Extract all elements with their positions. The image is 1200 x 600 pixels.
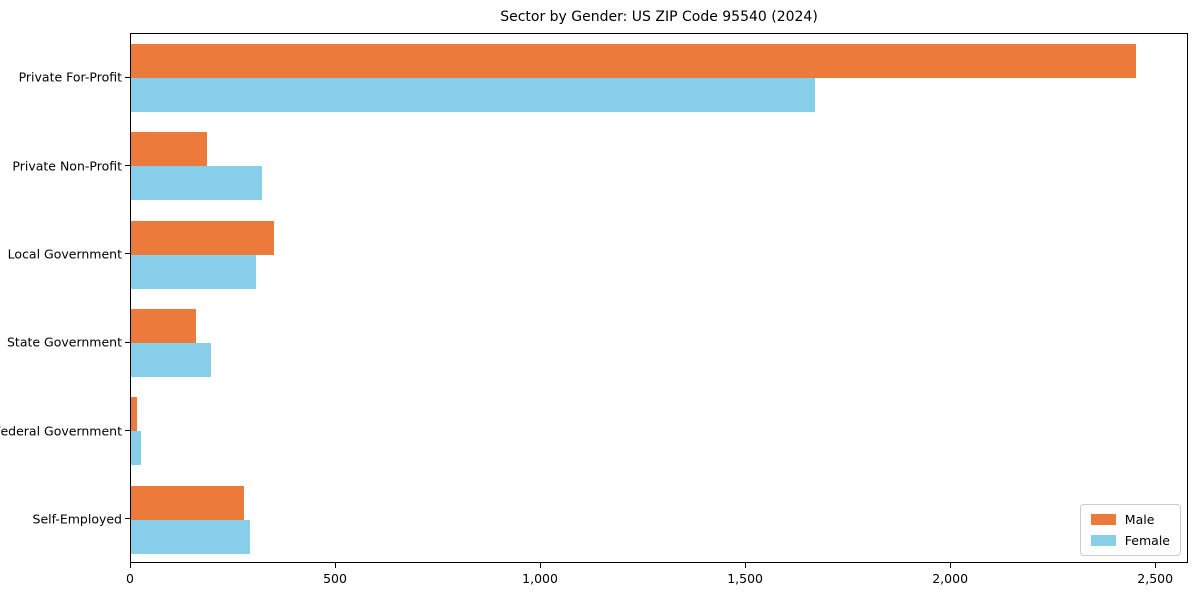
- x-tick-mark: [335, 563, 337, 568]
- y-tick-mark: [125, 341, 130, 343]
- x-tick-mark: [540, 563, 542, 568]
- bar-female-private-for-profit: [131, 78, 815, 113]
- y-tick-label-federal-government: Federal Government: [0, 423, 122, 438]
- bar-female-federal-government: [131, 431, 142, 466]
- legend-label-male: Male: [1124, 512, 1155, 527]
- bar-group-self-employed: [131, 476, 1187, 564]
- legend-swatch-female: [1090, 535, 1116, 546]
- bar-male-private-non-profit: [131, 132, 207, 167]
- x-tick-mark: [950, 563, 952, 568]
- chart-title: Sector by Gender: US ZIP Code 95540 (202…: [500, 9, 818, 25]
- x-tick-label: 2,500: [1137, 571, 1174, 586]
- y-tick-mark: [125, 165, 130, 166]
- y-tick-label-private-for-profit: Private For-Profit: [18, 69, 122, 85]
- x-tick-label: 0: [126, 571, 134, 586]
- x-tick-mark: [130, 563, 131, 568]
- bar-male-self-employed: [131, 485, 244, 520]
- x-tick-mark: [1155, 563, 1157, 568]
- bar-group-private-non-profit: [131, 122, 1187, 210]
- bar-group-state-government: [131, 299, 1187, 387]
- bar-female-local-government: [131, 254, 256, 289]
- y-tick-label-local-government: Local Government: [7, 246, 122, 262]
- x-tick-label: 500: [323, 571, 347, 586]
- y-tick-mark: [125, 430, 130, 431]
- y-tick-mark: [125, 76, 130, 78]
- y-tick-label-private-non-profit: Private Non-Profit: [12, 158, 122, 173]
- bar-male-federal-government: [131, 397, 138, 432]
- legend-item-male: Male: [1090, 512, 1170, 527]
- y-tick-mark: [125, 253, 130, 255]
- bar-male-private-for-profit: [131, 44, 1136, 79]
- bar-group-private-for-profit: [131, 34, 1187, 122]
- y-tick-label-state-government: State Government: [6, 334, 122, 350]
- x-tick-label: 1,000: [522, 571, 558, 586]
- legend-label-female: Female: [1124, 533, 1170, 548]
- bar-male-local-government: [131, 220, 275, 255]
- y-tick-mark: [125, 518, 130, 520]
- x-tick-mark: [745, 563, 747, 568]
- bar-male-state-government: [131, 309, 197, 344]
- bar-female-self-employed: [131, 519, 250, 554]
- bar-female-private-non-profit: [131, 166, 262, 201]
- legend-swatch-male: [1090, 514, 1116, 525]
- bar-group-local-government: [131, 211, 1187, 299]
- bar-female-state-government: [131, 343, 211, 378]
- legend-item-female: Female: [1090, 533, 1170, 548]
- x-tick-label: 2,000: [932, 571, 969, 586]
- bar-group-federal-government: [131, 387, 1187, 475]
- plot-area: [130, 33, 1188, 563]
- x-tick-label: 1,500: [727, 571, 763, 586]
- y-tick-label-self-employed: Self-Employed: [32, 511, 122, 527]
- legend: Male Female: [1079, 504, 1181, 556]
